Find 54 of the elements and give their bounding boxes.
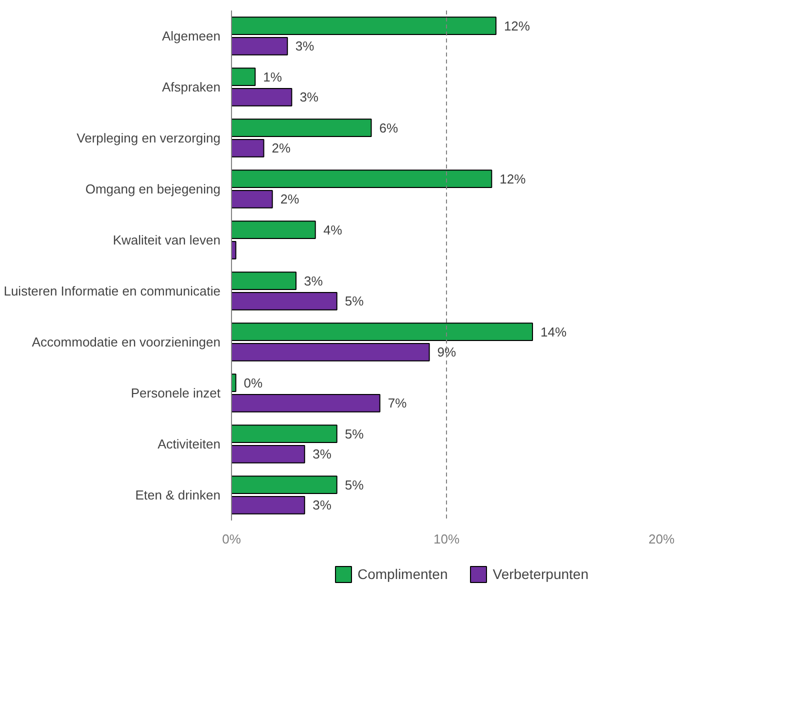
bar <box>232 343 430 362</box>
data-label: 14% <box>540 324 567 340</box>
bar <box>232 118 372 137</box>
bar <box>232 139 264 158</box>
data-label: 6% <box>379 120 398 136</box>
bar <box>232 496 306 514</box>
data-label: 5% <box>344 426 364 442</box>
bar <box>232 445 306 464</box>
legend-label: Verbeterpunten <box>492 566 589 582</box>
data-label: 2% <box>272 140 291 156</box>
data-label: 7% <box>388 396 408 411</box>
y-tick-label: Omgang en bejegening <box>85 182 221 196</box>
bar <box>232 272 296 290</box>
data-label: 5% <box>344 294 364 309</box>
y-tick-label: Verpleging en verzorging <box>76 130 221 146</box>
bar <box>232 424 338 443</box>
bar <box>232 68 256 86</box>
y-tick-label: Activiteiten <box>158 436 221 452</box>
bar <box>232 374 236 392</box>
bar <box>232 394 380 412</box>
bar <box>232 220 316 239</box>
bar <box>232 170 492 188</box>
data-label: 0% <box>244 375 264 390</box>
data-label: 3% <box>304 273 324 288</box>
bar <box>232 476 338 494</box>
bar <box>232 322 533 341</box>
data-label: 5% <box>344 477 364 492</box>
data-label: 3% <box>312 498 332 513</box>
y-tick-label: Afspraken <box>162 80 221 94</box>
data-label: 3% <box>312 446 332 462</box>
bar <box>232 292 338 310</box>
data-label: 2% <box>280 192 300 207</box>
y-tick-label: Kwaliteit van leven <box>112 232 221 248</box>
y-tick-label: Accommodatie en voorzieningen <box>32 334 220 350</box>
data-label: 9% <box>437 344 457 360</box>
x-tick-label: 0% <box>222 532 242 546</box>
data-label: 12% <box>500 171 526 186</box>
bar <box>232 241 236 260</box>
y-tick-label: Luisteren Informatie en communicatie <box>4 284 221 298</box>
data-label: 1% <box>263 69 282 84</box>
x-tick-label: 20% <box>648 532 675 546</box>
y-tick-label: Eten & drinken <box>135 488 221 502</box>
legend-label: Complimenten <box>357 566 448 582</box>
data-label: 12% <box>504 18 530 34</box>
x-tick-label: 10% <box>433 532 460 546</box>
data-label: 3% <box>300 90 319 105</box>
data-label: 3% <box>295 38 315 54</box>
y-tick-label: Algemeen <box>162 28 221 44</box>
bar <box>232 88 292 106</box>
bar <box>232 16 496 35</box>
data-label: 4% <box>323 222 343 238</box>
y-tick-label: Personele inzet <box>130 386 221 400</box>
bar <box>232 37 288 56</box>
bar <box>232 190 273 208</box>
